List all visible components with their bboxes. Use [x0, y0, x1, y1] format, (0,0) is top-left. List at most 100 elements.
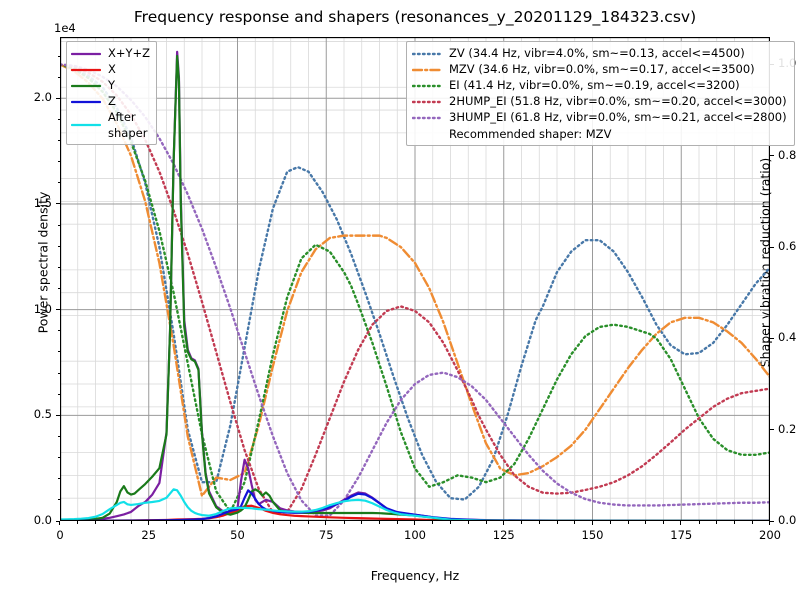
x-minor-tick [450, 521, 451, 524]
x-minor-tick [201, 521, 203, 524]
y-minor-tick [57, 478, 60, 480]
y-minor-tick [57, 161, 60, 163]
y-right-tick-label: 0.8 [778, 147, 797, 162]
series-2hump-ei [60, 63, 770, 514]
legend-swatch-icon [411, 110, 443, 124]
x-minor-tick [112, 521, 114, 524]
legend-item-label: ZV (34.4 Hz, vibr=4.0%, sm~=0.13, accel<… [449, 46, 745, 60]
x-tick-label: 75 [318, 528, 334, 542]
recommended-shaper-text: Recommended shaper: MZV [412, 125, 787, 142]
x-tick-mark [147, 521, 149, 525]
legend-item-label: After shaper [108, 110, 148, 140]
y-right-tick-label: 0.0 [778, 513, 797, 527]
legend-swatch-icon [411, 94, 443, 108]
x-minor-tick [166, 521, 167, 524]
x-minor-tick [290, 521, 292, 524]
x-tick-mark [769, 521, 770, 525]
y-tick-label: 2.0 [33, 90, 52, 105]
x-minor-tick [716, 521, 718, 524]
y-minor-tick [57, 351, 60, 353]
legend-item-label: X+Y+Z [108, 46, 151, 60]
y-axis-label-left: Power spectral density [35, 191, 51, 334]
page-title: Frequency response and shapers (resonanc… [133, 8, 697, 26]
y-minor-tick [57, 76, 60, 78]
legend-item-x-y-z: X+Y+Z [70, 45, 151, 61]
y-minor-tick [57, 372, 60, 374]
x-minor-tick [698, 521, 700, 524]
y-minor-tick [57, 182, 60, 184]
legend-swatch-icon [70, 62, 102, 76]
legend-item-label: Z [108, 94, 116, 108]
y-tick-mark [56, 97, 60, 99]
x-tick-mark [680, 521, 682, 525]
legend-item-zv: ZV (34.4 Hz, vibr=4.0%, sm~=0.13, accel<… [411, 45, 787, 61]
legend-item-2hump-ei: 2HUMP_EI (51.8 Hz, vibr=0.0%, sm~=0.20, … [411, 93, 787, 109]
x-minor-tick [219, 521, 221, 524]
legend-item-label: X [108, 62, 116, 76]
x-minor-tick [308, 521, 309, 524]
legend-item-mzv: MZV (34.6 Hz, vibr=0.0%, sm~=0.17, accel… [411, 61, 787, 77]
x-minor-tick [521, 521, 522, 524]
y-minor-tick [57, 457, 60, 459]
y-right-tick-mark [770, 520, 774, 522]
series-legend: X+Y+Z X Y Z After shaper [66, 41, 158, 145]
y-right-tick-label: 0.6 [778, 239, 797, 254]
x-minor-tick [379, 521, 380, 524]
series-after-shaper [60, 488, 770, 521]
x-tick-mark [325, 521, 327, 525]
legend-swatch-icon [70, 94, 102, 108]
x-minor-tick [432, 521, 434, 524]
y-tick-label: 1.5 [33, 195, 52, 210]
x-tick-mark [591, 521, 593, 525]
series-zv [60, 63, 770, 501]
legend-swatch-icon [411, 78, 443, 92]
x-tick-label: 150 [581, 528, 604, 542]
y-right-tick-mark [770, 155, 774, 157]
legend-item-label: 2HUMP_EI (51.8 Hz, vibr=0.0%, sm~=0.20, … [449, 94, 787, 108]
legend-item-z: Z [70, 93, 150, 109]
y-minor-tick [57, 435, 60, 437]
x-tick-label: 0 [56, 528, 64, 542]
x-minor-tick [663, 521, 664, 524]
y-minor-tick [57, 288, 60, 289]
y-right-tick-label: 0.2 [778, 421, 797, 436]
x-minor-tick [254, 521, 256, 524]
x-tick-label: 200 [759, 528, 781, 542]
x-minor-tick [95, 521, 96, 524]
x-minor-tick [556, 521, 558, 524]
legend-item-x: X [70, 61, 150, 77]
x-minor-tick [574, 521, 576, 524]
x-minor-tick [183, 521, 185, 524]
series-mzv [60, 63, 770, 498]
y-axis-multiplier: 1e4 [54, 21, 76, 35]
y-minor-tick [57, 245, 60, 247]
x-minor-tick [77, 521, 79, 524]
series-3hump-ei [60, 63, 770, 517]
legend-item-label: 3HUMP_EI (61.8 Hz, vibr=0.0%, sm~=0.21, … [449, 110, 787, 124]
y-right-tick-mark [770, 337, 774, 339]
y-minor-tick [57, 224, 60, 226]
y-minor-tick [57, 499, 60, 501]
legend-item-y: Y [70, 77, 150, 93]
x-minor-tick [485, 521, 487, 524]
y-minor-tick [57, 393, 60, 395]
y-right-tick-label: 0.4 [778, 330, 797, 345]
y-minor-tick [57, 55, 60, 57]
y-minor-tick [57, 330, 60, 332]
x-tick-mark [236, 521, 238, 525]
series-ei [60, 63, 770, 514]
x-tick-label: 25 [141, 528, 157, 542]
x-tick-mark [59, 521, 60, 525]
legend-item-3hump-ei: 3HUMP_EI (61.8 Hz, vibr=0.0%, sm~=0.21, … [411, 109, 787, 125]
y-tick-mark [56, 203, 60, 205]
recommended-shaper-label: Recommended shaper: MZV [449, 126, 612, 141]
legend-swatch-icon [411, 46, 443, 60]
x-tick-label: 100 [404, 528, 426, 542]
y-tick-label: 1.0 [33, 301, 52, 316]
x-minor-tick [751, 521, 753, 524]
y-tick-mark [56, 520, 60, 522]
shaper-legend: ZV (34.4 Hz, vibr=4.0%, sm~=0.13, accel<… [406, 41, 795, 146]
x-minor-tick [130, 521, 132, 524]
y-minor-tick [57, 140, 60, 142]
